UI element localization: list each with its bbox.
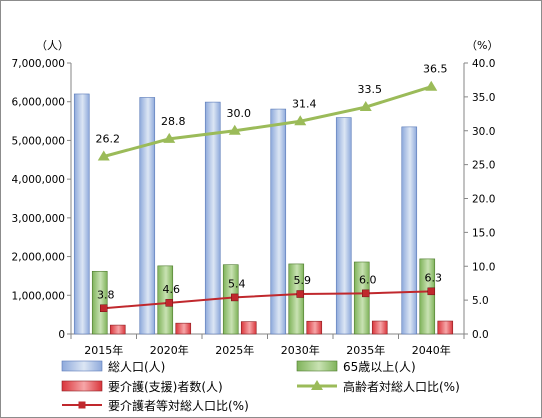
bar-age-65-plus bbox=[288, 263, 305, 335]
right-tick-label: 25.0 bbox=[472, 160, 495, 172]
right-tick-label: 0.0 bbox=[472, 329, 489, 341]
bar-care-recipients bbox=[109, 324, 126, 335]
legend-care-recipients-label: 要介護(支援)者数(人) bbox=[108, 379, 223, 394]
elderly-ratio-data-label: 36.5 bbox=[423, 63, 448, 76]
right-tick-label: 35.0 bbox=[472, 92, 495, 104]
right-tick-label: 5.0 bbox=[472, 295, 489, 307]
category-label: 2040年 bbox=[412, 343, 451, 357]
category-label: 2020年 bbox=[150, 343, 189, 357]
legend-care-ratio-marker bbox=[78, 401, 86, 409]
left-tick-label: 0 bbox=[58, 329, 65, 341]
elderly-ratio-data-label: 26.2 bbox=[96, 132, 121, 145]
right-tick-label: 10.0 bbox=[472, 261, 495, 273]
care-ratio-data-label: 6.0 bbox=[359, 273, 377, 286]
elderly-ratio-marker bbox=[228, 124, 241, 135]
left-axis-unit: （人） bbox=[36, 39, 69, 52]
care-ratio-marker bbox=[296, 290, 304, 298]
category-label: 2030年 bbox=[281, 343, 320, 357]
bar-age-65-plus bbox=[353, 261, 370, 335]
left-tick-label: 1,000,000 bbox=[12, 290, 65, 302]
legend-age-65-plus-swatch bbox=[296, 360, 338, 372]
bar-age-65-plus bbox=[419, 258, 436, 335]
elderly-ratio-marker bbox=[97, 150, 110, 161]
care-ratio-line bbox=[103, 290, 432, 310]
elderly-ratio-marker bbox=[294, 115, 307, 126]
elderly-ratio-marker bbox=[425, 80, 438, 91]
bar-care-recipients bbox=[371, 320, 388, 335]
right-tick-label: 20.0 bbox=[472, 194, 495, 206]
care-ratio-marker bbox=[427, 287, 435, 296]
left-tick-label: 3,000,000 bbox=[12, 213, 65, 225]
legend-total-population-swatch bbox=[61, 360, 103, 372]
right-tick-label: 15.0 bbox=[472, 227, 495, 239]
bar-total-population bbox=[139, 97, 156, 335]
elderly-ratio-line bbox=[103, 85, 432, 158]
bar-care-recipients bbox=[240, 321, 257, 335]
care-ratio-data-label: 4.6 bbox=[163, 283, 181, 296]
left-tick-label: 4,000,000 bbox=[12, 174, 65, 186]
right-tick-label: 30.0 bbox=[472, 126, 495, 138]
legend-elderly-ratio-marker bbox=[311, 380, 323, 390]
legend-age-65-plus-label: 65歳以上(人) bbox=[343, 360, 416, 374]
elderly-ratio-data-label: 30.0 bbox=[227, 107, 252, 120]
bar-total-population bbox=[73, 93, 90, 335]
care-ratio-data-label: 3.8 bbox=[97, 288, 115, 301]
bar-total-population bbox=[204, 101, 221, 335]
legend-care-recipients-swatch bbox=[61, 380, 103, 392]
bar-age-65-plus bbox=[91, 270, 108, 335]
left-tick-label: 6,000,000 bbox=[12, 97, 65, 109]
legend-elderly-ratio-label: 高齢者対総人口比(%) bbox=[343, 379, 460, 394]
elderly-ratio-data-label: 33.5 bbox=[358, 83, 383, 96]
care-ratio-marker bbox=[362, 289, 370, 298]
category-label: 2035年 bbox=[346, 343, 385, 357]
legend-care-ratio-label: 要介護者等対総人口比(%) bbox=[108, 398, 249, 413]
left-tick-label: 5,000,000 bbox=[12, 135, 65, 147]
category-label: 2025年 bbox=[215, 343, 254, 357]
right-axis-unit: （%） bbox=[466, 39, 498, 52]
care-ratio-data-label: 5.9 bbox=[294, 274, 312, 287]
bar-care-recipients bbox=[437, 320, 454, 335]
elderly-ratio-marker bbox=[359, 101, 372, 112]
legend-total-population-label: 総人口(人) bbox=[108, 360, 165, 374]
bar-total-population bbox=[335, 117, 352, 335]
left-tick-label: 7,000,000 bbox=[12, 58, 65, 70]
bar-care-recipients bbox=[175, 322, 192, 335]
elderly-ratio-data-label: 31.4 bbox=[292, 97, 317, 110]
right-tick-label: 40.0 bbox=[472, 58, 495, 70]
care-ratio-marker bbox=[100, 304, 108, 313]
care-ratio-data-label: 6.3 bbox=[425, 271, 443, 284]
bar-total-population bbox=[270, 108, 287, 335]
elderly-ratio-data-label: 28.8 bbox=[161, 115, 186, 128]
left-tick-label: 2,000,000 bbox=[12, 252, 65, 264]
elderly-ratio-marker bbox=[163, 132, 176, 143]
care-ratio-data-label: 5.4 bbox=[228, 277, 246, 290]
care-ratio-marker bbox=[231, 293, 239, 302]
bar-care-recipients bbox=[306, 320, 323, 335]
category-label: 2015年 bbox=[84, 343, 123, 357]
care-ratio-marker bbox=[165, 299, 173, 307]
bar-total-population bbox=[401, 126, 418, 335]
